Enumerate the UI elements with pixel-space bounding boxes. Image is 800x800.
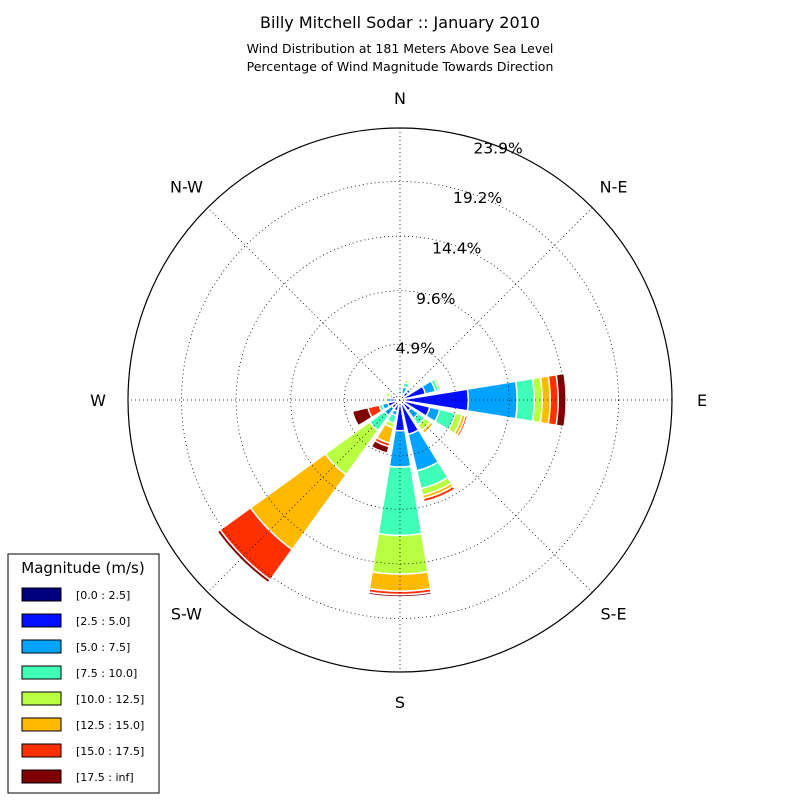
bar-sector-247.5-bin-7 — [351, 406, 373, 427]
grid-ring-1 — [290, 290, 510, 510]
bar-sector-90-bin-2 — [466, 380, 518, 420]
legend-label-5: [12.5 : 15.0] — [76, 719, 144, 732]
chart-subtitle-line-2: Percentage of Wind Magnitude Towards Dir… — [247, 59, 554, 74]
legend-label-0: [0.0 : 2.5] — [76, 589, 130, 602]
legend-swatch-5 — [21, 717, 62, 732]
direction-label-e: E — [697, 391, 707, 410]
direction-label-w: W — [90, 391, 106, 410]
bar-sector-112.5-bin-6 — [456, 414, 469, 438]
bar-sector-180-bin-7 — [367, 591, 433, 598]
legend-swatch-6 — [21, 743, 62, 758]
rose-bars — [216, 372, 567, 598]
legend-label-4: [10.0 : 12.5] — [76, 693, 144, 706]
legend-label-6: [15.0 : 17.5] — [76, 745, 144, 758]
bar-sector-225-bin-7 — [216, 528, 272, 584]
legend-swatch-7 — [21, 769, 62, 784]
bar-sector-292.5-bin-5 — [383, 390, 389, 398]
legend-label-2: [5.0 : 7.5] — [76, 641, 130, 654]
polar-grid — [128, 128, 672, 672]
grid-spoke-135 — [207, 207, 593, 593]
direction-label-n-w: N-W — [170, 177, 203, 196]
bar-sector-22.5-bin-4 — [403, 379, 412, 386]
chart-subtitle-line-1: Wind Distribution at 181 Meters Above Se… — [247, 41, 554, 56]
legend-label-3: [7.5 : 10.0] — [76, 667, 137, 680]
legend-swatch-2 — [21, 639, 62, 654]
outer-frame-circle — [127, 127, 673, 673]
ring-label-4: 23.9% — [473, 140, 522, 158]
legend: Magnitude (m/s) [0.0 : 2.5] [2.5 : 5.0] [5… — [7, 553, 160, 794]
direction-label-n: N — [394, 89, 406, 108]
bar-sector-337.5-bin-3 — [394, 391, 400, 396]
direction-label-s-w: S-W — [171, 605, 202, 624]
legend-swatch-3 — [21, 665, 62, 680]
ring-label-1: 9.6% — [416, 290, 455, 308]
chart-title: Billy Mitchell Sodar :: January 2010 — [260, 13, 540, 32]
legend-swatch-4 — [21, 691, 62, 706]
direction-label-s-e: S-E — [601, 605, 627, 624]
bar-sector-157.5-bin-6 — [422, 485, 457, 503]
bar-sector-45-bin-3 — [406, 386, 414, 394]
bar-sector-270-bin-3 — [385, 396, 389, 404]
ring-label-0: 4.9% — [396, 339, 435, 357]
bar-sector-202.5-bin-7 — [370, 439, 390, 455]
legend-title: Magnitude (m/s) — [21, 559, 144, 577]
bar-sector-90-bin-7 — [555, 372, 567, 428]
direction-label-n-e: N-E — [600, 177, 628, 196]
direction-label-s: S — [395, 693, 405, 712]
direction-labels: N N-E E S-E S S-W W N-W — [90, 89, 707, 712]
ring-label-2: 14.4% — [432, 240, 481, 258]
ring-labels: 4.9% 9.6% 14.4% 19.2% 23.9% — [396, 140, 523, 358]
legend-label-1: [2.5 : 5.0] — [76, 615, 130, 628]
legend-label-7: [17.5 : inf] — [76, 771, 134, 784]
legend-items: [0.0 : 2.5] [2.5 : 5.0] [5.0 : 7.5] [7.5 : … — [21, 587, 144, 784]
legend-swatch-0 — [21, 587, 62, 602]
ring-label-3: 19.2% — [453, 189, 502, 207]
legend-swatch-1 — [21, 613, 62, 628]
grid-ring-3 — [181, 181, 619, 619]
bar-sector-67.5-bin-4 — [432, 376, 442, 392]
